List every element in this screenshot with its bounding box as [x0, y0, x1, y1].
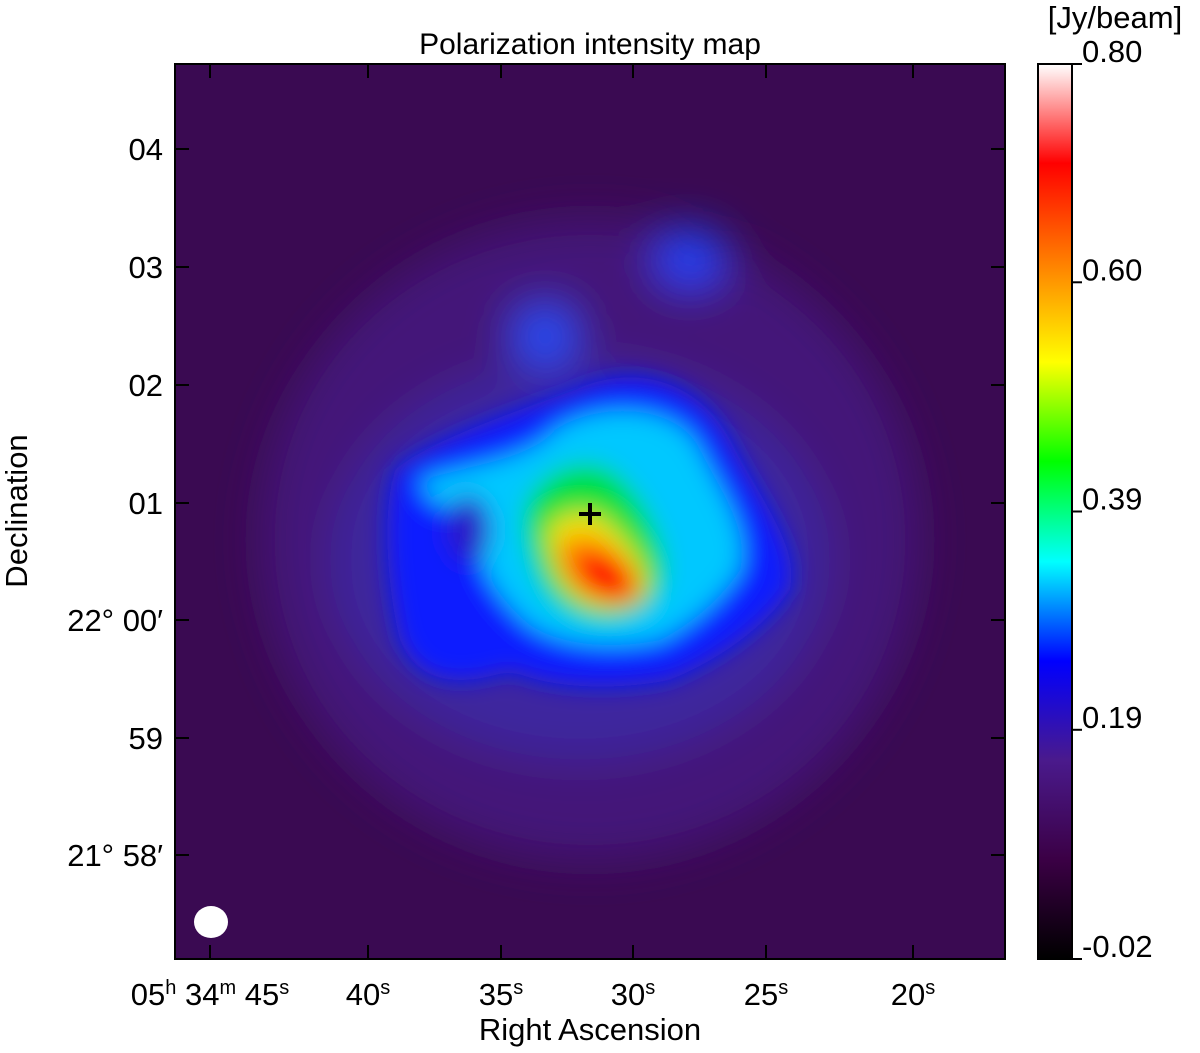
colorbar-tick-label: 0.60: [1082, 252, 1142, 287]
colorbar: [1037, 63, 1073, 960]
y-tick-label: 59: [129, 721, 163, 756]
y-tick-label: 22° 00′: [67, 603, 163, 638]
plot-frame: [174, 63, 1006, 960]
colorbar-tick-label: 0.80: [1082, 34, 1142, 69]
colorbar-tick-label: 0.39: [1082, 482, 1142, 517]
y-tick-label: 02: [129, 368, 163, 403]
x-tick-label: 30s: [611, 977, 655, 1012]
peak-region: [577, 552, 633, 598]
plot-title: Polarization intensity map: [419, 28, 761, 61]
x-axis-title: Right Ascension: [479, 1012, 701, 1047]
blue-hole: [446, 496, 490, 564]
y-tick-label: 04: [129, 132, 163, 167]
y-tick-label: 01: [129, 486, 163, 521]
colorbar-tick-label: -0.02: [1082, 929, 1153, 964]
beam-ellipse: [194, 906, 228, 938]
colorbar-tick-label: 0.19: [1082, 700, 1142, 735]
y-tick-label: 03: [129, 250, 163, 285]
main-emission-layer: [387, 377, 792, 687]
y-tick-label: 21° 58′: [67, 838, 163, 873]
x-tick-label: 35s: [479, 977, 523, 1012]
intensity-image: [175, 64, 1005, 959]
colorbar-ticks: 0.80 0.60 0.39 0.19 -0.02: [1072, 34, 1153, 964]
y-axis-title: Declination: [0, 434, 34, 587]
x-tick-label: 25s: [744, 977, 788, 1012]
blue-knot-north: [513, 305, 577, 365]
x-axis-ticks: 05h 34m 45s 40s 35s 30s 25s 20s: [131, 64, 935, 1012]
blue-knot-northeast: [655, 228, 725, 288]
colorbar-unit: [Jy/beam]: [1048, 0, 1182, 35]
x-tick-label: 40s: [346, 977, 390, 1012]
x-tick-label: 20s: [891, 977, 935, 1012]
source-position-marker: [579, 503, 601, 525]
y-axis-ticks: 04 03 02 01 22° 00′ 59 21° 58′: [67, 132, 1005, 873]
x-tick-label: 05h 34m 45s: [131, 977, 290, 1012]
